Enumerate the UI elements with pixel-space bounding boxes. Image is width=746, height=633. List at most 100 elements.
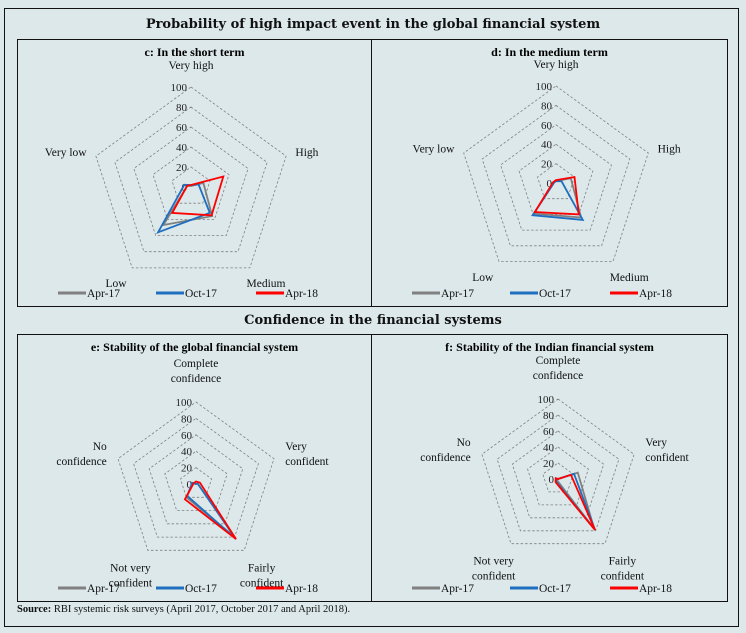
source-text: RBI systemic risk surveys (April 2017, O… (53, 604, 351, 615)
radial-tick-label: 20 (181, 463, 193, 475)
radial-tick-label: 0 (182, 182, 188, 194)
series-oct-17 (186, 481, 237, 540)
radial-tick-label: 100 (176, 397, 193, 409)
grid-ring-80 (481, 104, 631, 247)
figure-frame (4, 8, 739, 627)
legend: Apr-17 Oct-17 Apr-18 (58, 288, 318, 300)
grid-ring-20 (537, 163, 575, 200)
radar-grid (481, 398, 635, 545)
axis-label: Low (105, 278, 127, 290)
series-apr-18 (554, 473, 596, 531)
legend-label-oct-17: Oct-17 (185, 583, 217, 595)
radial-tick-label: 20 (543, 458, 555, 470)
axis-label: Very high (168, 60, 213, 72)
radial-tick-label: 100 (171, 82, 188, 94)
grid-ring-100 (481, 398, 635, 545)
legend-label-apr-18: Apr-18 (639, 288, 672, 300)
radial-tick-label: 0 (549, 474, 555, 486)
grid-ring-100 (463, 85, 649, 262)
legend-label-oct-17: Oct-17 (539, 583, 571, 595)
chart-title: c: In the short term (145, 45, 245, 59)
radial-tick-label: 40 (543, 442, 555, 454)
axis-label: Not very confident (109, 562, 153, 589)
radar-chart-f: f: Stability of the Indian financial sys… (412, 340, 690, 595)
grid-ring-60 (500, 124, 612, 231)
radial-tick-label: 40 (181, 446, 193, 458)
legend-label-apr-17: Apr-17 (441, 288, 474, 300)
axis-label: Complete confidence (171, 358, 221, 385)
axis-label: Very confident (645, 437, 689, 464)
grid-ring-80 (133, 417, 259, 538)
axis-label: High (295, 147, 318, 159)
radar-chart-e: e: Stability of the global financial sys… (56, 340, 329, 595)
panel-e: e: Stability of the global financial sys… (17, 334, 372, 602)
source-note: Source: RBI systemic risk surveys (April… (17, 604, 350, 615)
radial-tick-label: 60 (181, 430, 193, 442)
radial-tick-label: 20 (176, 162, 188, 174)
panel-f: f: Stability of the Indian financial sys… (371, 334, 728, 602)
axis-label: Very confident (285, 441, 329, 468)
panel-c: c: In the short term 0 20 40 60 80 100 Very hig… (17, 39, 372, 307)
series-apr-18 (170, 175, 225, 217)
grid-ring-100 (95, 86, 287, 269)
section-title-probability: Probability of high impact event in the … (145, 17, 601, 32)
legend-label-apr-18: Apr-18 (285, 288, 318, 300)
radial-tick-label: 100 (538, 394, 555, 406)
axis-label: Complete confidence (533, 355, 583, 382)
legend-label-apr-18: Apr-18 (639, 583, 672, 595)
chart-title: f: Stability of the Indian financial sys… (445, 340, 654, 354)
legend-label-apr-17: Apr-17 (87, 583, 120, 595)
axis-label: High (658, 144, 681, 156)
radial-tick-label: 60 (176, 122, 188, 134)
radial-tick-label: 80 (181, 413, 193, 425)
grid-ring-40 (152, 146, 230, 220)
grid-ring-20 (542, 462, 574, 493)
radial-tick-label: 40 (541, 139, 553, 151)
axis-label: Fairly confident (601, 556, 645, 583)
series-apr-17 (185, 481, 235, 538)
grid-ring-60 (133, 126, 249, 236)
panel-d: d: In the medium term 0 20 40 60 80 100 Very hi… (371, 39, 728, 307)
grid-ring-60 (511, 430, 605, 519)
axis-label: Medium (247, 278, 286, 290)
axis-label: Very high (533, 59, 578, 71)
grid-ring-40 (164, 450, 228, 511)
series-apr-18 (533, 175, 580, 216)
radar-grid (95, 86, 287, 269)
radial-tick-label: 0 (547, 178, 553, 190)
radial-tick-label: 80 (176, 102, 188, 114)
legend-label-apr-17: Apr-17 (87, 288, 120, 300)
grid-ring-80 (114, 106, 268, 253)
radial-tick-label: 60 (543, 426, 555, 438)
axis-label: Medium (610, 272, 649, 284)
legend-label-apr-17: Apr-17 (441, 583, 474, 595)
source-label: Source: (17, 604, 52, 615)
grid-ring-60 (148, 434, 244, 525)
axis-label: No confidence (56, 441, 107, 468)
radial-tick-label: 0 (187, 479, 193, 491)
section-title-confidence: Confidence in the financial systems (244, 313, 502, 328)
legend: Apr-17 Oct-17 Apr-18 (58, 583, 318, 595)
legend-label-apr-18: Apr-18 (285, 583, 318, 595)
series-apr-17 (161, 181, 214, 227)
radar-grid (117, 401, 275, 551)
radar-grid (463, 85, 649, 262)
axis-label: Very low (45, 147, 88, 159)
radial-tick-label: 20 (541, 159, 553, 171)
axis-label: Not very confident (472, 556, 516, 583)
grid-ring-20 (171, 166, 211, 204)
radial-tick-label: 60 (541, 120, 553, 132)
radar-chart-c: c: In the short term 0 20 40 60 80 100 Very hig… (45, 45, 319, 300)
radial-tick-label: 100 (536, 81, 553, 93)
series-oct-17 (156, 183, 211, 234)
legend-label-oct-17: Oct-17 (539, 288, 571, 300)
axis-label: Fairly confident (240, 562, 284, 589)
axis-label: No confidence (420, 437, 471, 464)
legend: Apr-17 Oct-17 Apr-18 (412, 583, 672, 595)
legend: Apr-17 Oct-17 Apr-18 (412, 288, 672, 300)
grid-ring-100 (117, 401, 275, 551)
radial-tick-label: 80 (541, 100, 553, 112)
radar-chart-d: d: In the medium term 0 20 40 60 80 100 Very hi… (412, 45, 681, 300)
radial-tick-label: 40 (176, 142, 188, 154)
radial-tick-label: 80 (543, 410, 555, 422)
